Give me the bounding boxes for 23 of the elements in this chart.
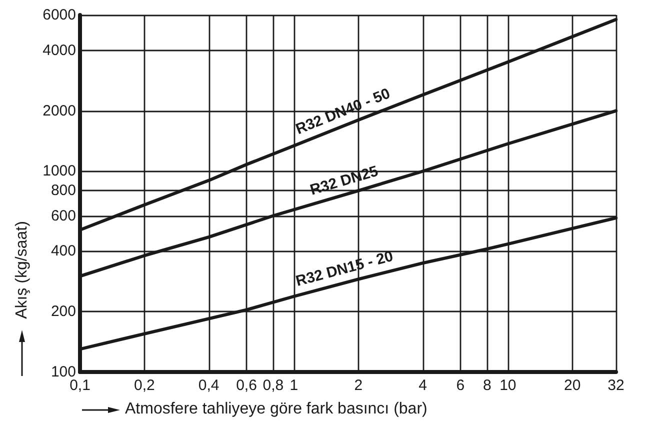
x-tick-label: 0,2 [134, 377, 155, 394]
x-tick-label: 8 [483, 377, 492, 394]
x-tick-label: 6 [456, 377, 465, 394]
y-tick-label: 800 [50, 182, 76, 200]
x-tick-label: 0,4 [198, 377, 220, 394]
y-tick-label: 1000 [42, 162, 76, 180]
x-tick-label: 10 [500, 377, 516, 394]
x-tick-label: 0,8 [262, 377, 284, 394]
y-tick-label: 4000 [42, 42, 76, 59]
x-tick-label: 4 [418, 377, 427, 394]
text: R32 DN15 - 20 [294, 248, 395, 290]
y-axis-title: Akış (kg/saat) [14, 221, 30, 319]
y-tick-label: 200 [50, 303, 76, 320]
y-tick-label: 400 [50, 242, 76, 260]
x-tick-label: 1 [290, 377, 298, 394]
x-tick-label: 20 [564, 377, 581, 394]
x-tick-label: 0,6 [236, 377, 257, 394]
x-tick-label: 32 [608, 377, 624, 394]
y-tick-label: 6000 [42, 6, 76, 24]
y-tick-label: 2000 [42, 102, 76, 120]
x-tick-label: 2 [354, 377, 363, 394]
x-axis-title: Atmosfere tahliyeye göre fark basıncı (bar) [125, 400, 428, 418]
y-tick-label: 600 [50, 207, 76, 224]
